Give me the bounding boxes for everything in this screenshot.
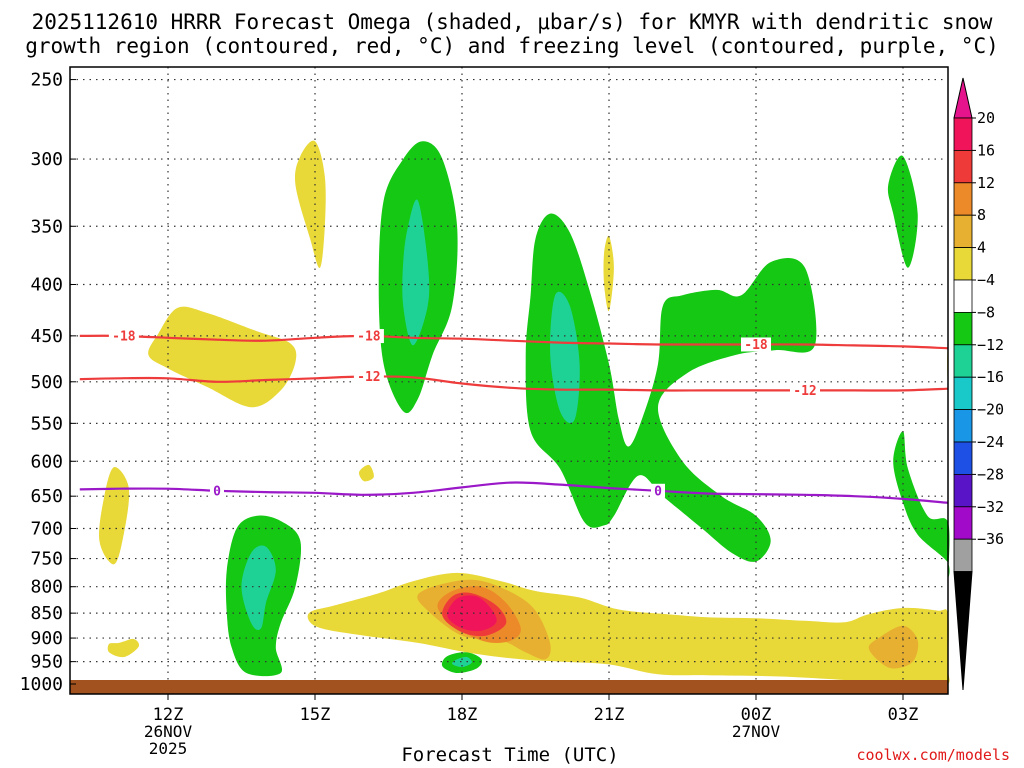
omega-upward-peak	[447, 595, 497, 632]
y-tick-label-500: 500	[30, 372, 63, 393]
y-tick-label-800: 800	[30, 577, 63, 598]
y-tick-label-400: 400	[30, 274, 63, 295]
dgz-minus18-label-bg-0	[108, 329, 139, 344]
colorbar-swatch-3	[953, 214, 973, 248]
omega-downward-d	[887, 155, 918, 268]
y-tick-label-600: 600	[30, 451, 63, 472]
colorbar-label-13: −36	[977, 530, 1004, 548]
y-axis: 250 300 350 400 450 500 550 600 650 700 750 800 850 9…	[20, 70, 76, 695]
omega-downward-mod-c	[241, 545, 276, 631]
colorbar-label-5: −4	[977, 271, 995, 289]
omega-downward-mod-d	[452, 656, 472, 668]
y-tick-label-250: 250	[30, 70, 63, 91]
colorbar-label-11: −28	[977, 465, 1004, 483]
x-date-label-12Z: 26NOV	[144, 722, 193, 741]
colorbar-label-4: 4	[977, 239, 986, 257]
colorbar-swatch-4	[953, 247, 973, 281]
freezing-level-label-bg-0	[210, 483, 224, 498]
omega-downward-e	[893, 431, 950, 578]
omega-upward-weak-e	[358, 464, 374, 482]
colorbar-label-1: 16	[977, 141, 995, 159]
y-tick-label-900: 900	[30, 628, 63, 649]
dgz-minus18-label-1: -18	[357, 330, 381, 345]
omega-downward-b	[525, 213, 817, 562]
dgz-minus18-label-bg-1	[353, 329, 384, 344]
x-tick-label-03Z: 03Z	[888, 705, 919, 725]
plot-frame	[69, 66, 949, 695]
dgz-minus12-label-bg-1	[790, 383, 820, 398]
y-tick-label-650: 650	[30, 486, 63, 507]
omega-downward-mod-a	[402, 199, 430, 346]
omega-upward-weak-d	[107, 638, 140, 658]
omega-shaded-regions	[99, 140, 950, 686]
colorbar-label-10: −24	[977, 433, 1004, 451]
x-date-label-00Z: 27NOV	[732, 722, 781, 741]
freezing-level-label-bg-1	[651, 483, 665, 498]
omega-upward-moderate-b	[868, 625, 919, 669]
colorbar-swatch-12	[953, 506, 973, 540]
x-axis-label: Forecast Time (UTC)	[401, 744, 619, 766]
omega-upward-weak-g	[307, 572, 950, 686]
y-tick-label-750: 750	[30, 549, 63, 570]
dgz-minus18-label-bg-2	[741, 337, 771, 352]
colorbar-label-2: 12	[977, 174, 995, 192]
dgz-minus12-label-0: -12	[357, 370, 380, 385]
chart-title-line-2: growth region (contoured, red, °C) and f…	[25, 34, 999, 58]
y-tick-label-850: 850	[30, 603, 63, 624]
omega-upward-weak-c	[294, 140, 326, 268]
credit-text: coolwx.com/models	[856, 746, 1010, 764]
colorbar-label-0: 20	[977, 109, 995, 127]
freezing-level-label-1: 0	[654, 484, 662, 499]
colorbar-top-arrow	[953, 77, 973, 119]
x-tick-label-00Z: 00Z	[741, 705, 772, 725]
colorbar-label-9: −20	[977, 401, 1004, 419]
colorbar-label-7: −12	[977, 336, 1004, 354]
x-tick-label-18Z: 18Z	[447, 705, 478, 725]
omega-upward-weak-f	[603, 235, 614, 312]
freezing-level-label-0: 0	[213, 484, 221, 499]
colorbar-swatch-9	[953, 409, 973, 443]
colorbar-label-12: −32	[977, 498, 1004, 516]
omega-upward-weak-b	[148, 306, 297, 408]
dgz-minus18-label-2: -18	[744, 338, 768, 353]
ground-bar	[70, 680, 948, 694]
dgz-minus18-line	[79, 334, 949, 350]
colorbar-bottom-arrow	[953, 571, 973, 691]
y-tick-label-350: 350	[30, 216, 63, 237]
colorbar-swatch-7	[953, 344, 973, 378]
colorbar-label-6: −8	[977, 303, 995, 321]
x-year-label-12Z: 2025	[149, 739, 188, 758]
chart-title-line-1: 2025112610 HRRR Forecast Omega (shaded, …	[31, 10, 993, 34]
y-tick-label-950: 950	[30, 652, 63, 673]
dgz-minus12-label-bg-0	[353, 369, 384, 384]
x-tick-label-15Z: 15Z	[300, 705, 331, 725]
dgz-minus18-label-0: -18	[112, 330, 136, 345]
gridlines	[70, 67, 948, 685]
colorbar-label-8: −16	[977, 368, 1004, 386]
temperature-contours: -18 -18 -18 -12 -12 0 0	[79, 329, 949, 504]
x-tick-label-21Z: 21Z	[594, 705, 625, 725]
colorbar-swatch-5	[953, 279, 973, 313]
colorbar-swatch-8	[953, 376, 973, 411]
y-tick-label-300: 300	[30, 149, 63, 170]
x-tick-label-12Z: 12Z	[153, 705, 184, 725]
y-tick-label-450: 450	[30, 326, 63, 347]
colorbar-swatch-2	[953, 182, 973, 216]
colorbar: 20 16 12 8 4 −4 −8 −12 −16 −20 −24 −28 −32 −36	[953, 77, 1004, 691]
dgz-minus12-label-1: -12	[793, 384, 816, 399]
colorbar-swatch-13	[953, 538, 973, 573]
omega-upward-weak-a	[99, 466, 130, 565]
colorbar-label-3: 8	[977, 206, 986, 224]
colorbar-swatch-10	[953, 441, 973, 475]
y-tick-label-1000: 1000	[20, 674, 63, 695]
colorbar-swatch-6	[953, 311, 973, 346]
y-tick-label-550: 550	[30, 413, 63, 434]
colorbar-swatch-11	[953, 473, 973, 508]
colorbar-swatch-0	[953, 117, 973, 151]
colorbar-swatch-1	[953, 149, 973, 184]
y-tick-label-700: 700	[30, 518, 63, 539]
